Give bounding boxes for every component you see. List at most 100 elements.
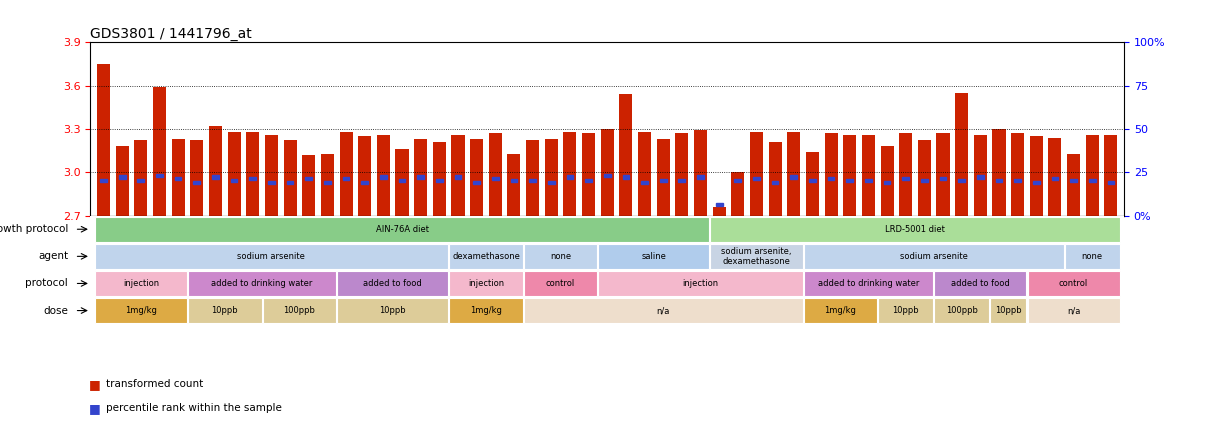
Bar	[376, 135, 390, 216]
Bar	[343, 177, 350, 180]
Bar	[993, 129, 1006, 216]
FancyBboxPatch shape	[598, 244, 709, 269]
Bar	[716, 203, 722, 206]
Bar	[585, 179, 592, 182]
Bar	[825, 133, 838, 216]
Bar	[1085, 135, 1099, 216]
Bar	[921, 179, 927, 182]
Bar	[417, 175, 425, 178]
Bar	[488, 133, 502, 216]
Bar	[977, 175, 984, 178]
FancyBboxPatch shape	[710, 244, 802, 269]
Bar	[955, 93, 968, 216]
Bar	[772, 181, 779, 184]
Bar	[119, 175, 125, 178]
Bar	[96, 64, 110, 216]
Bar	[529, 179, 535, 182]
FancyBboxPatch shape	[263, 298, 336, 323]
Bar	[1034, 181, 1040, 184]
Text: added to drinking water: added to drinking water	[818, 279, 919, 288]
FancyBboxPatch shape	[338, 298, 449, 323]
Bar	[693, 131, 707, 216]
FancyBboxPatch shape	[95, 271, 187, 296]
Bar	[973, 135, 987, 216]
Bar	[713, 207, 726, 216]
FancyBboxPatch shape	[188, 298, 262, 323]
Bar	[660, 179, 667, 182]
Bar	[843, 135, 856, 216]
Text: added to food: added to food	[952, 279, 1009, 288]
Bar	[153, 87, 166, 216]
Bar	[1105, 135, 1118, 216]
Text: transformed count: transformed count	[106, 379, 204, 389]
FancyBboxPatch shape	[95, 217, 709, 242]
Bar	[734, 179, 742, 182]
Bar	[918, 140, 931, 216]
FancyBboxPatch shape	[990, 298, 1026, 323]
Bar	[287, 181, 293, 184]
Bar	[601, 129, 614, 216]
FancyBboxPatch shape	[449, 271, 522, 296]
FancyBboxPatch shape	[95, 244, 449, 269]
Bar	[492, 177, 498, 180]
Text: none: none	[1082, 252, 1102, 261]
Text: growth protocol: growth protocol	[0, 224, 68, 234]
Text: injection: injection	[468, 279, 504, 288]
Bar	[399, 179, 405, 182]
Bar	[642, 181, 648, 184]
FancyBboxPatch shape	[598, 271, 802, 296]
Text: dose: dose	[43, 305, 68, 316]
FancyBboxPatch shape	[803, 298, 877, 323]
Text: injection: injection	[683, 279, 719, 288]
Bar	[567, 175, 573, 178]
Bar	[265, 135, 277, 216]
Bar	[806, 152, 819, 216]
FancyBboxPatch shape	[523, 244, 597, 269]
Bar	[212, 175, 218, 178]
Text: ■: ■	[89, 377, 101, 391]
Bar	[790, 175, 797, 178]
Bar	[1052, 177, 1059, 180]
FancyBboxPatch shape	[449, 298, 522, 323]
Bar	[473, 181, 480, 184]
Bar	[937, 133, 949, 216]
Bar	[358, 136, 371, 216]
Bar	[622, 175, 630, 178]
Text: 100ppb: 100ppb	[283, 306, 315, 315]
Bar	[959, 179, 965, 182]
Bar	[134, 140, 147, 216]
Bar	[156, 174, 163, 177]
Text: control: control	[546, 279, 575, 288]
Bar	[455, 175, 462, 178]
Bar	[1107, 181, 1114, 184]
Bar	[1014, 179, 1021, 182]
Text: control: control	[1059, 279, 1088, 288]
Bar	[321, 154, 334, 216]
Bar	[604, 174, 610, 177]
Bar	[303, 155, 315, 216]
Text: added to drinking water: added to drinking water	[211, 279, 312, 288]
Bar	[1089, 179, 1095, 182]
FancyBboxPatch shape	[803, 244, 1064, 269]
FancyBboxPatch shape	[338, 271, 449, 296]
Text: none: none	[550, 252, 572, 261]
Text: agent: agent	[37, 251, 68, 262]
Bar	[191, 140, 204, 216]
Bar	[137, 179, 145, 182]
FancyBboxPatch shape	[1028, 271, 1119, 296]
Bar	[396, 149, 409, 216]
FancyBboxPatch shape	[523, 298, 802, 323]
Bar	[451, 135, 464, 216]
Bar	[324, 181, 330, 184]
Bar	[884, 181, 890, 184]
Text: ■: ■	[89, 402, 101, 415]
Bar	[283, 140, 297, 216]
Text: 10ppb: 10ppb	[211, 306, 238, 315]
FancyBboxPatch shape	[95, 298, 187, 323]
Text: added to food: added to food	[363, 279, 422, 288]
Text: 10ppb: 10ppb	[995, 306, 1021, 315]
Bar	[435, 179, 443, 182]
Bar	[526, 140, 539, 216]
Text: 10ppb: 10ppb	[892, 306, 919, 315]
Bar	[939, 177, 947, 180]
